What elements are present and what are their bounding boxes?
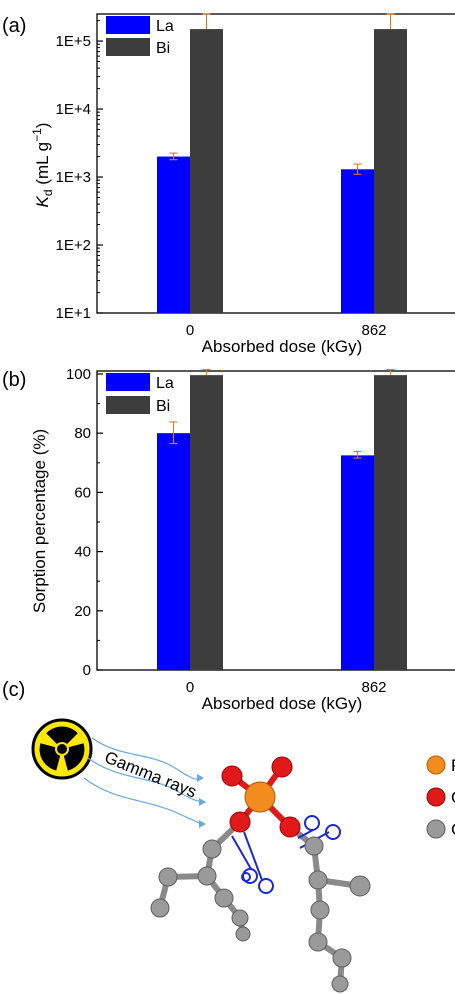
- chart-b-ytick-label: 100: [66, 366, 91, 383]
- atom-legend: P O C: [426, 755, 455, 839]
- chart-a-bar-bi: [190, 29, 223, 313]
- scissors-icon: [231, 831, 274, 894]
- chart-a-xtick-label: 0: [186, 322, 194, 339]
- legend-a-la-swatch: [106, 16, 150, 34]
- legend-b-la-swatch: [106, 373, 150, 391]
- gamma-ray-arrows: [83, 737, 206, 828]
- molecule-atoms: [150, 756, 371, 993]
- chart-b-ytick-label: 0: [83, 662, 91, 679]
- chart-a-ytick-label: 1E+4: [56, 101, 91, 118]
- chart-b-ytick-label: 20: [74, 603, 91, 620]
- chart-b-ytick-label: 60: [74, 484, 91, 501]
- legend-p-dot: [426, 755, 446, 775]
- chart-b-xtick-label: 0: [186, 679, 194, 696]
- chart-a: 1E+1 1E+2 1E+3 1E+4 1E+5 0 862 La Bi Absorbed …: [30, 13, 455, 356]
- chart-b-bar-bi: [374, 375, 407, 670]
- chart-b-frame: [96, 370, 455, 671]
- chart-a-bar-la: [157, 156, 190, 313]
- chart-b-ytick-label: 80: [74, 425, 91, 442]
- chart-b-ytick-label: 40: [74, 544, 91, 561]
- radiation-icon: [31, 718, 93, 780]
- chart-a-xlabel: Absorbed dose (kGy): [202, 337, 363, 356]
- panel-label-a: (a): [2, 15, 26, 37]
- chart-a-frame: [96, 13, 455, 314]
- legend-b-bi-swatch: [106, 396, 150, 414]
- chart-a-legend: La Bi: [106, 16, 174, 57]
- legend-b-la-label: La: [156, 375, 174, 392]
- chart-a-bar-la: [341, 169, 374, 313]
- panel-label-b: (b): [2, 369, 26, 391]
- legend-c-label: C: [451, 820, 455, 839]
- chart-b-xlabel: Absorbed dose (kGy): [202, 694, 363, 713]
- legend-c-dot: [426, 819, 446, 839]
- chart-a-xtick-label: 862: [361, 322, 386, 339]
- chart-b-legend: La Bi: [106, 373, 174, 415]
- legend-o-label: O: [451, 788, 455, 807]
- legend-o-dot: [426, 787, 446, 807]
- chart-b-ylabel: Sorption percentage (%): [30, 429, 49, 613]
- chart-b-bar-bi: [190, 375, 223, 670]
- chart-a-ytick-label: 1E+3: [56, 169, 91, 186]
- chart-b-bar-la: [341, 455, 374, 670]
- chart-a-ytick-label: 1E+2: [56, 237, 91, 254]
- legend-p-label: P: [451, 756, 455, 775]
- chart-a-bar-bi: [374, 29, 407, 313]
- legend-a-bi-label: Bi: [156, 40, 170, 57]
- radiolysis-diagram: Gamma rays: [31, 718, 455, 993]
- chart-b: 0 20 40 60 80 100 0 862 La Bi Absorbed dose (kG…: [30, 366, 455, 713]
- chart-b-xtick-label: 862: [361, 679, 386, 696]
- chart-a-ytick-label: 1E+1: [56, 305, 91, 322]
- panel-label-c: (c): [2, 679, 25, 701]
- chart-a-ytick-label: 1E+5: [56, 33, 91, 50]
- legend-a-la-label: La: [156, 18, 174, 35]
- chart-a-ylabel: Kd (mL g−1): [30, 123, 55, 208]
- legend-a-bi-swatch: [106, 38, 150, 56]
- legend-b-bi-label: Bi: [156, 398, 170, 415]
- chart-b-bar-la: [157, 433, 190, 670]
